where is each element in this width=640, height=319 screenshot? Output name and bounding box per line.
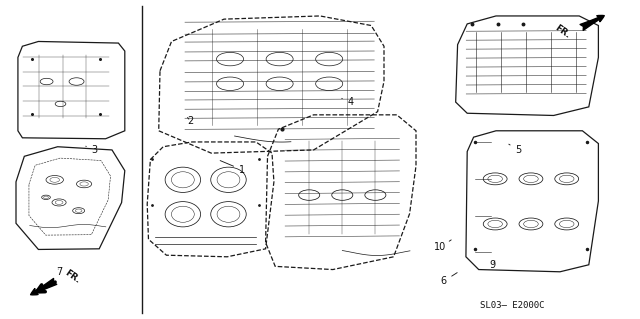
Text: FR.: FR. <box>553 23 572 40</box>
Text: 7: 7 <box>56 267 62 277</box>
Text: 10: 10 <box>434 240 451 252</box>
Text: SL03– E2000C: SL03– E2000C <box>480 301 544 310</box>
Text: 4: 4 <box>342 97 354 107</box>
Text: 1: 1 <box>220 160 245 175</box>
Text: FR.: FR. <box>63 269 81 286</box>
Text: 3: 3 <box>86 145 98 155</box>
Text: 9: 9 <box>490 260 496 271</box>
Text: 6: 6 <box>440 273 457 286</box>
Text: 5: 5 <box>509 144 522 155</box>
Text: 2: 2 <box>188 116 194 126</box>
